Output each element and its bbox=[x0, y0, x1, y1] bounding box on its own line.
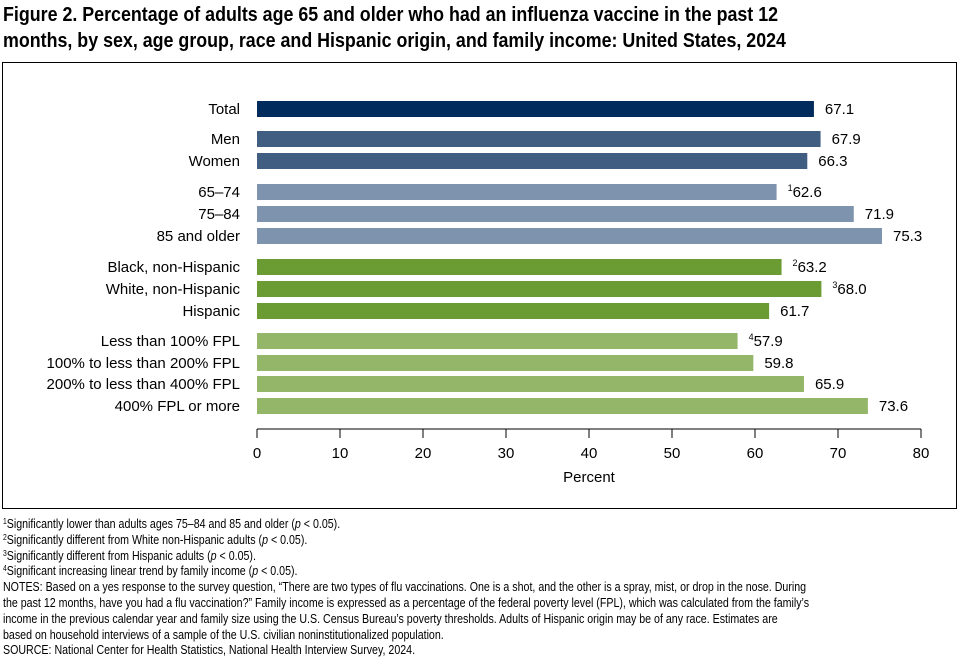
bar bbox=[257, 281, 822, 297]
x-tick-label: 80 bbox=[913, 445, 930, 462]
notes-line-4: based on household interviews of a sampl… bbox=[3, 627, 444, 642]
value-label: 61.7 bbox=[780, 303, 809, 320]
bar bbox=[257, 333, 738, 349]
footnotes: 1Significantly lower than adults ages 75… bbox=[3, 517, 949, 659]
x-tick-label: 20 bbox=[415, 445, 432, 462]
x-tick-label: 70 bbox=[830, 445, 847, 462]
value-label: 75.3 bbox=[893, 228, 922, 245]
category-label: Hispanic bbox=[182, 303, 240, 320]
x-tick-label: 40 bbox=[581, 445, 598, 462]
title-line-1: Figure 2. Percentage of adults age 65 an… bbox=[3, 3, 779, 26]
bar-chart: Total 67.1 Men 67.9 Women 66.3 65–74 162.6 75–84… bbox=[47, 101, 930, 486]
value-label: 67.9 bbox=[832, 131, 861, 148]
category-label: Total bbox=[208, 101, 240, 118]
category-label: Women bbox=[189, 153, 240, 170]
bar bbox=[257, 398, 868, 414]
bar bbox=[257, 355, 754, 371]
value-label: 368.0 bbox=[832, 280, 866, 298]
x-tick-label: 10 bbox=[332, 445, 349, 462]
bar bbox=[257, 131, 821, 147]
chart-title: Figure 2. Percentage of adults age 65 an… bbox=[3, 2, 943, 54]
category-label: Less than 100% FPL bbox=[101, 333, 240, 350]
value-label: 65.9 bbox=[815, 376, 844, 393]
bar bbox=[257, 376, 804, 392]
category-label: 100% to less than 200% FPL bbox=[47, 355, 240, 372]
value-label: 59.8 bbox=[764, 355, 793, 372]
category-label: 65–74 bbox=[198, 184, 240, 201]
value-label: 66.3 bbox=[818, 153, 847, 170]
footnote-4: 4Significant increasing linear trend by … bbox=[3, 564, 298, 579]
bar bbox=[257, 153, 808, 169]
value-label: 162.6 bbox=[788, 183, 822, 201]
chart-frame bbox=[2, 62, 957, 509]
value-label: 67.1 bbox=[825, 101, 854, 118]
value-label: 457.9 bbox=[749, 332, 783, 350]
source-line: SOURCE: National Center for Health Stati… bbox=[3, 643, 416, 658]
category-label: 200% to less than 400% FPL bbox=[47, 376, 240, 393]
x-tick-label: 50 bbox=[664, 445, 681, 462]
notes-line-2: the past 12 months, have you had a flu v… bbox=[3, 595, 810, 610]
category-label: Black, non-Hispanic bbox=[107, 259, 240, 276]
notes-line-1: NOTES: Based on a yes response to the su… bbox=[3, 580, 807, 595]
x-tick-label: 0 bbox=[253, 445, 261, 462]
bar bbox=[257, 101, 814, 117]
value-label: 73.6 bbox=[879, 398, 908, 415]
bar bbox=[257, 184, 777, 200]
x-axis-label: Percent bbox=[563, 469, 616, 486]
footnote-1: 1Significantly lower than adults ages 75… bbox=[3, 517, 341, 531]
footnote-2: 2Significantly different from White non-… bbox=[3, 532, 308, 547]
bar bbox=[257, 228, 882, 244]
x-tick-label: 30 bbox=[498, 445, 515, 462]
title-line-2: months, by sex, age group, race and Hisp… bbox=[3, 29, 786, 52]
value-label: 263.2 bbox=[793, 258, 827, 276]
category-label: 400% FPL or more bbox=[115, 398, 240, 415]
notes-line-3: income in the previous calendar year and… bbox=[3, 611, 778, 626]
value-label: 71.9 bbox=[865, 206, 894, 223]
footnote-3: 3Significantly different from Hispanic a… bbox=[3, 548, 256, 563]
category-label: 85 and older bbox=[157, 228, 240, 245]
bar bbox=[257, 259, 782, 275]
category-label: White, non-Hispanic bbox=[106, 281, 241, 298]
bar bbox=[257, 303, 770, 319]
x-tick-label: 60 bbox=[747, 445, 764, 462]
category-label: Men bbox=[211, 131, 240, 148]
category-label: 75–84 bbox=[198, 206, 240, 223]
bar bbox=[257, 206, 854, 222]
